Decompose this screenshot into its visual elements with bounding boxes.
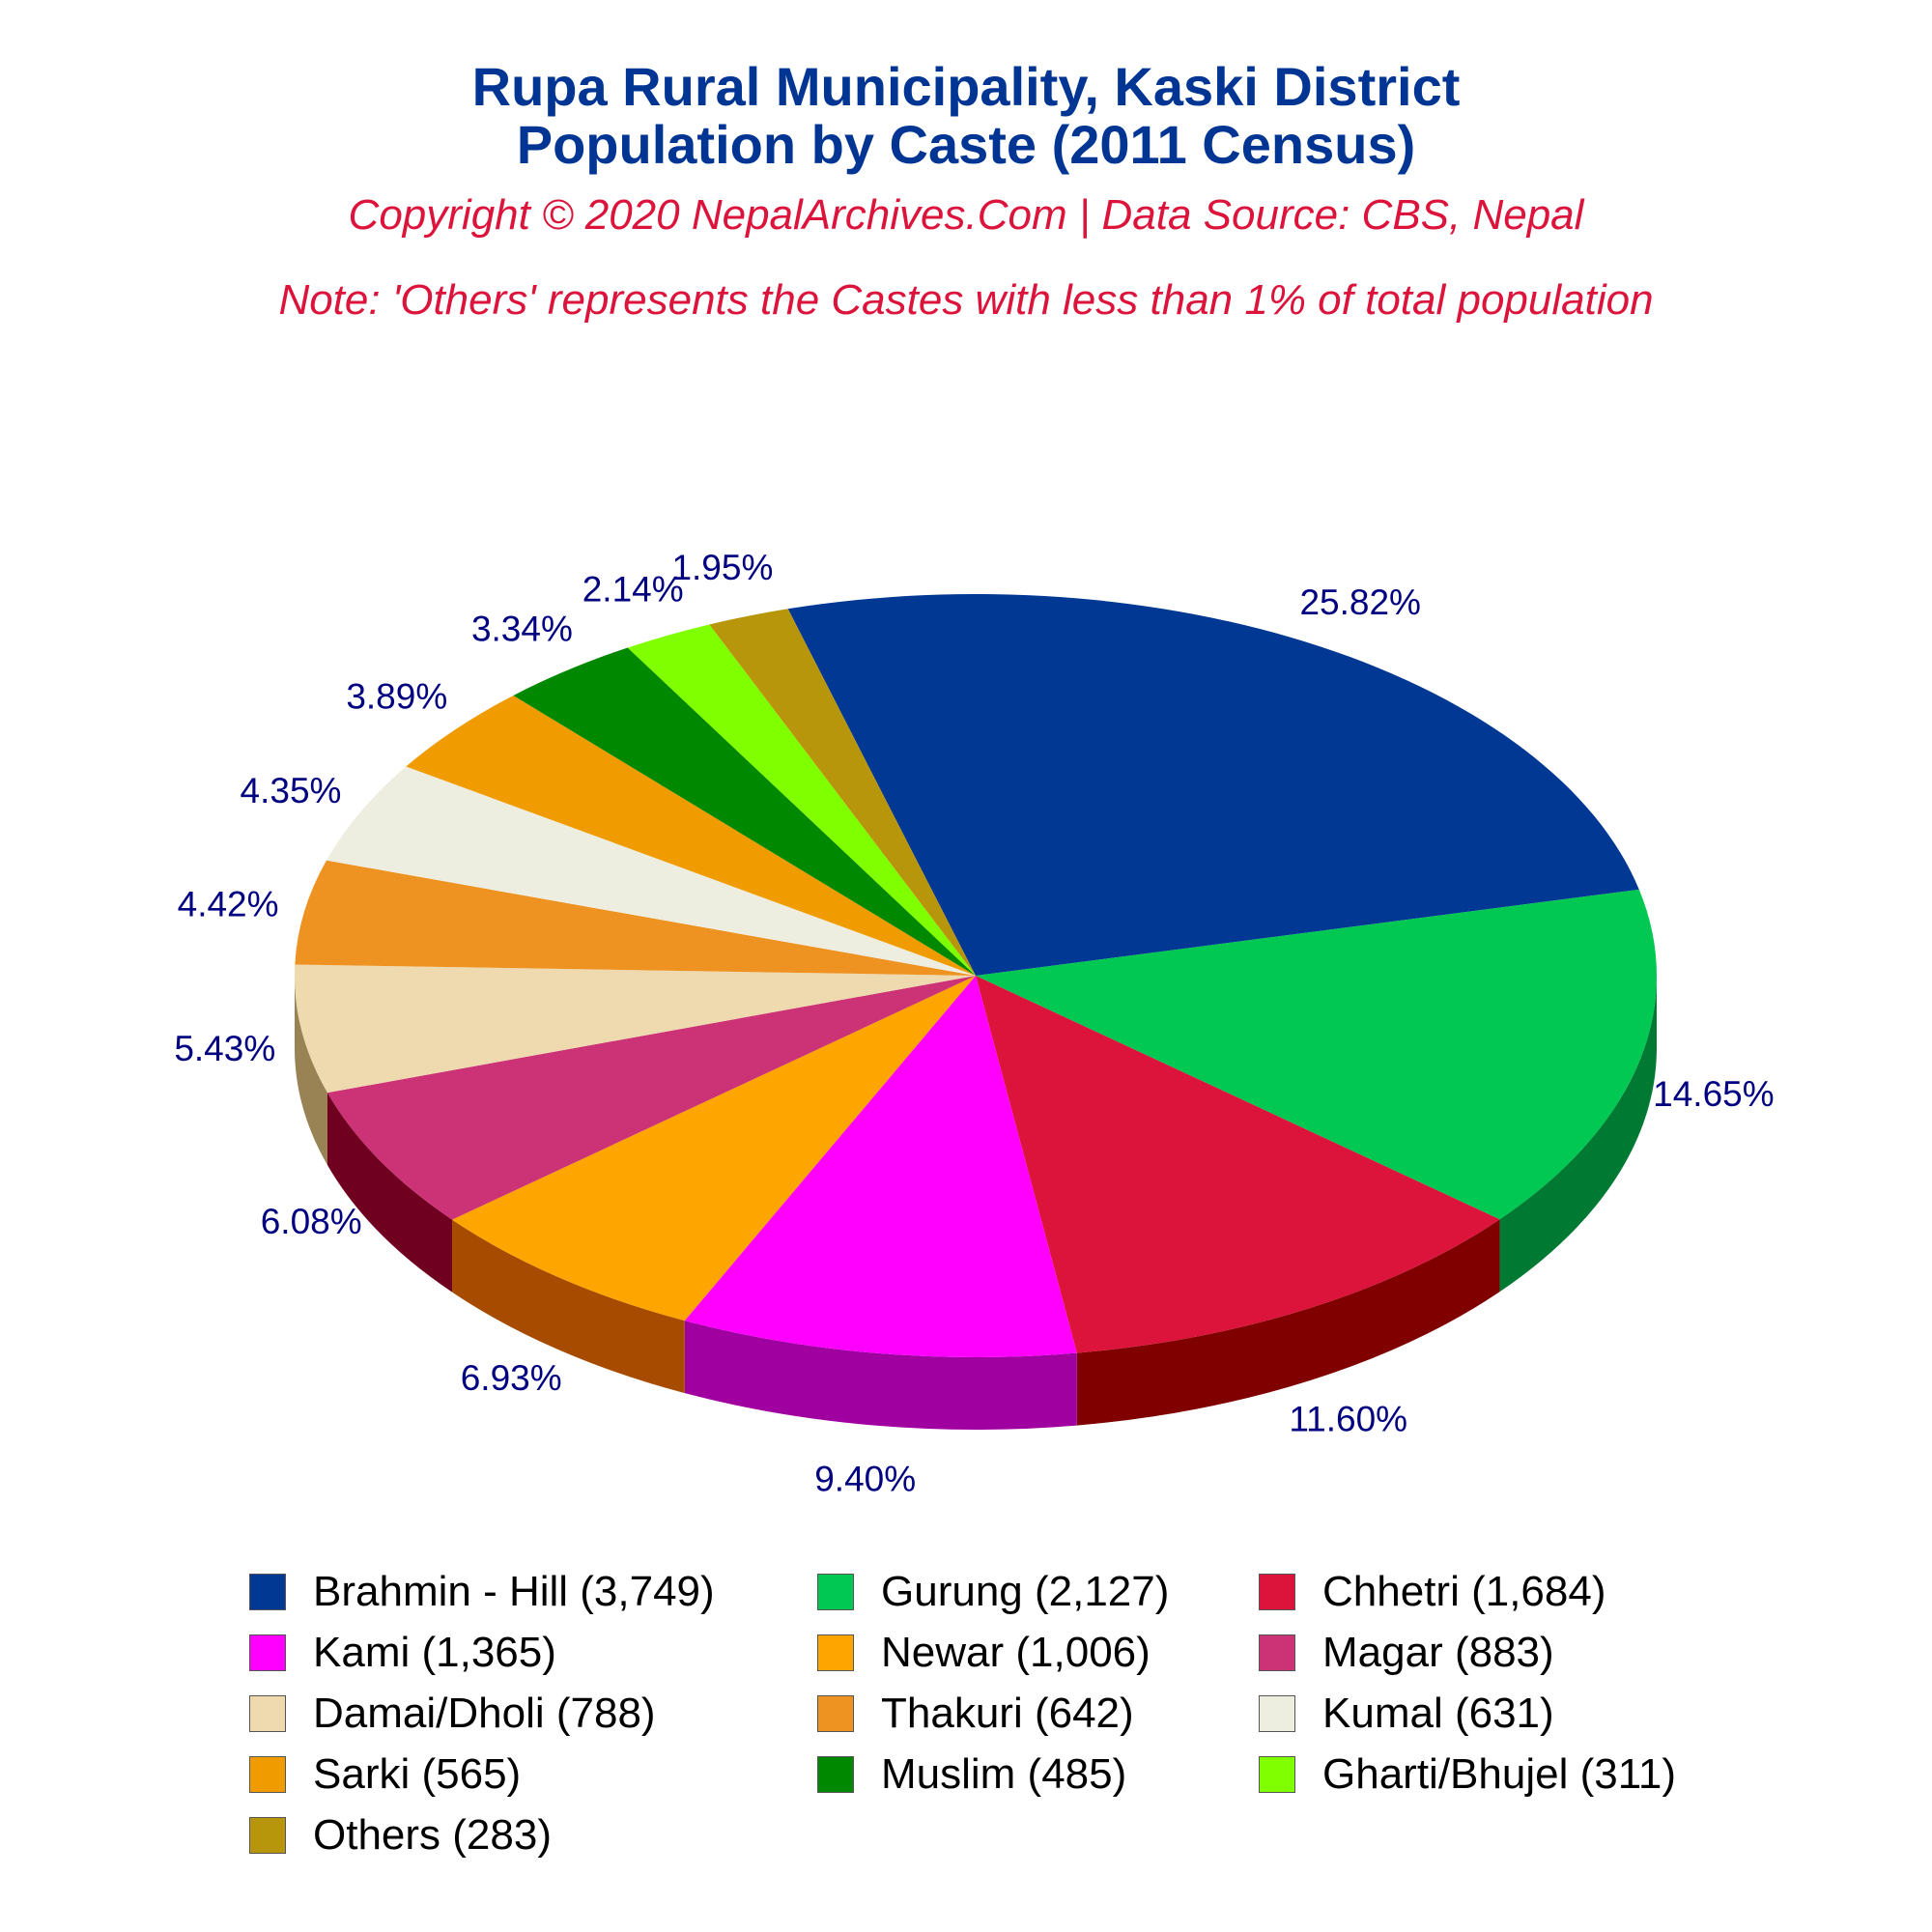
legend-item: Muslim (485): [817, 1747, 1126, 1802]
legend-label: Damai/Dholi (788): [313, 1690, 656, 1737]
legend-swatch: [817, 1574, 854, 1610]
pie-slice: [295, 860, 976, 976]
chart-legend: Brahmin - Hill (3,749) Gurung (2,127) Chhe…: [249, 1565, 1795, 1859]
slice-percent-label: 14.65%: [1653, 1074, 1775, 1114]
pie-slice: [627, 624, 976, 976]
legend-item: Damai/Dholi (788): [249, 1687, 656, 1741]
slice-percent-label: 11.60%: [1289, 1399, 1407, 1438]
legend-label: Newar (1,006): [881, 1629, 1151, 1676]
pie-slice-side: [1076, 1219, 1500, 1426]
pie-label-layer: 25.82% 14.65% 11.60% 9.40% 6.93% 6.08% 5.43% 4.…: [174, 548, 1774, 1499]
legend-item: Gharti/Bhujel (311): [1259, 1747, 1676, 1802]
legend-item: Newar (1,006): [817, 1626, 1151, 1680]
legend-label: Magar (883): [1322, 1629, 1554, 1676]
legend-label: Kumal (631): [1322, 1690, 1554, 1737]
legend-label: Kami (1,365): [313, 1629, 556, 1676]
slice-percent-label: 4.35%: [241, 771, 342, 810]
slice-percent-label: 6.93%: [461, 1358, 562, 1398]
slice-percent-label: 1.95%: [671, 548, 773, 587]
legend-label: Chhetri (1,684): [1322, 1568, 1606, 1615]
pie-slice: [709, 609, 976, 976]
chart-title-line-2: Population by Caste (2011 Census): [516, 114, 1416, 175]
pie-slice: [976, 889, 1657, 1220]
legend-label: Thakuri (642): [881, 1690, 1134, 1737]
legend-item: Thakuri (642): [817, 1687, 1134, 1741]
slice-percent-label: 5.43%: [174, 1029, 275, 1068]
legend-item: Others (283): [249, 1808, 552, 1862]
slice-percent-label: 3.34%: [471, 609, 573, 648]
legend-label: Gharti/Bhujel (311): [1322, 1750, 1677, 1798]
pie-slice: [976, 976, 1500, 1353]
slice-percent-label: 3.89%: [346, 676, 447, 716]
pie-slice: [684, 976, 1077, 1357]
legend-swatch: [817, 1695, 854, 1732]
legend-item: Magar (883): [1259, 1626, 1554, 1680]
legend-swatch: [1259, 1695, 1295, 1732]
legend-swatch: [1259, 1574, 1295, 1610]
chart-title-line-1: Rupa Rural Municipality, Kaski District: [471, 56, 1461, 117]
legend-label: Muslim (485): [881, 1750, 1127, 1798]
legend-swatch: [817, 1756, 854, 1793]
pie-slice: [513, 647, 976, 976]
slice-percent-label: 6.08%: [261, 1202, 362, 1241]
chart-header: Rupa Rural Municipality, Kaski District …: [0, 58, 1932, 325]
legend-swatch: [249, 1756, 286, 1793]
legend-label: Gurung (2,127): [881, 1568, 1170, 1615]
slice-percent-label: 25.82%: [1299, 582, 1421, 622]
legend-swatch: [249, 1574, 286, 1610]
legend-label: Brahmin - Hill (3,749): [313, 1568, 715, 1615]
legend-item: Brahmin - Hill (3,749): [249, 1565, 715, 1619]
pie-slice-side: [684, 1321, 1077, 1430]
pie-slice: [787, 593, 1639, 976]
pie-slice-side: [452, 1219, 685, 1394]
pie-slice: [326, 766, 977, 976]
legend-swatch: [1259, 1756, 1295, 1793]
pie-side-layer: [295, 976, 1657, 1430]
legend-item: Kami (1,365): [249, 1626, 556, 1680]
slice-percent-label: 4.42%: [178, 885, 279, 924]
pie-slice-side: [327, 1093, 453, 1293]
pie-slice-side: [295, 976, 327, 1166]
legend-swatch: [1259, 1634, 1295, 1671]
legend-item: Kumal (631): [1259, 1687, 1554, 1741]
pie-slice-side: [1499, 976, 1657, 1293]
legend-label: Sarki (565): [313, 1750, 522, 1798]
legend-swatch: [817, 1634, 854, 1671]
legend-item: Sarki (565): [249, 1747, 521, 1802]
legend-swatch: [249, 1695, 286, 1732]
chart-note: Note: 'Others' represents the Castes wit…: [278, 276, 1654, 324]
legend-item: Gurung (2,127): [817, 1565, 1169, 1619]
legend-label: Others (283): [313, 1811, 552, 1859]
pie-slice: [452, 976, 976, 1321]
pie-slice: [406, 695, 976, 976]
legend-swatch: [249, 1817, 286, 1854]
slice-percent-label: 9.40%: [814, 1459, 916, 1498]
slice-percent-label: 2.14%: [582, 570, 684, 610]
pie-slice: [327, 976, 976, 1220]
pie-top-layer: [294, 593, 1657, 1357]
legend-item: Chhetri (1,684): [1259, 1565, 1605, 1619]
pie-chart: 25.82% 14.65% 11.60% 9.40% 6.93% 6.08% 5.43% 4.…: [174, 548, 1774, 1499]
legend-swatch: [249, 1634, 286, 1671]
chart-subtitle: Copyright © 2020 NepalArchives.Com | Dat…: [348, 191, 1584, 239]
pie-slice: [294, 964, 976, 1094]
